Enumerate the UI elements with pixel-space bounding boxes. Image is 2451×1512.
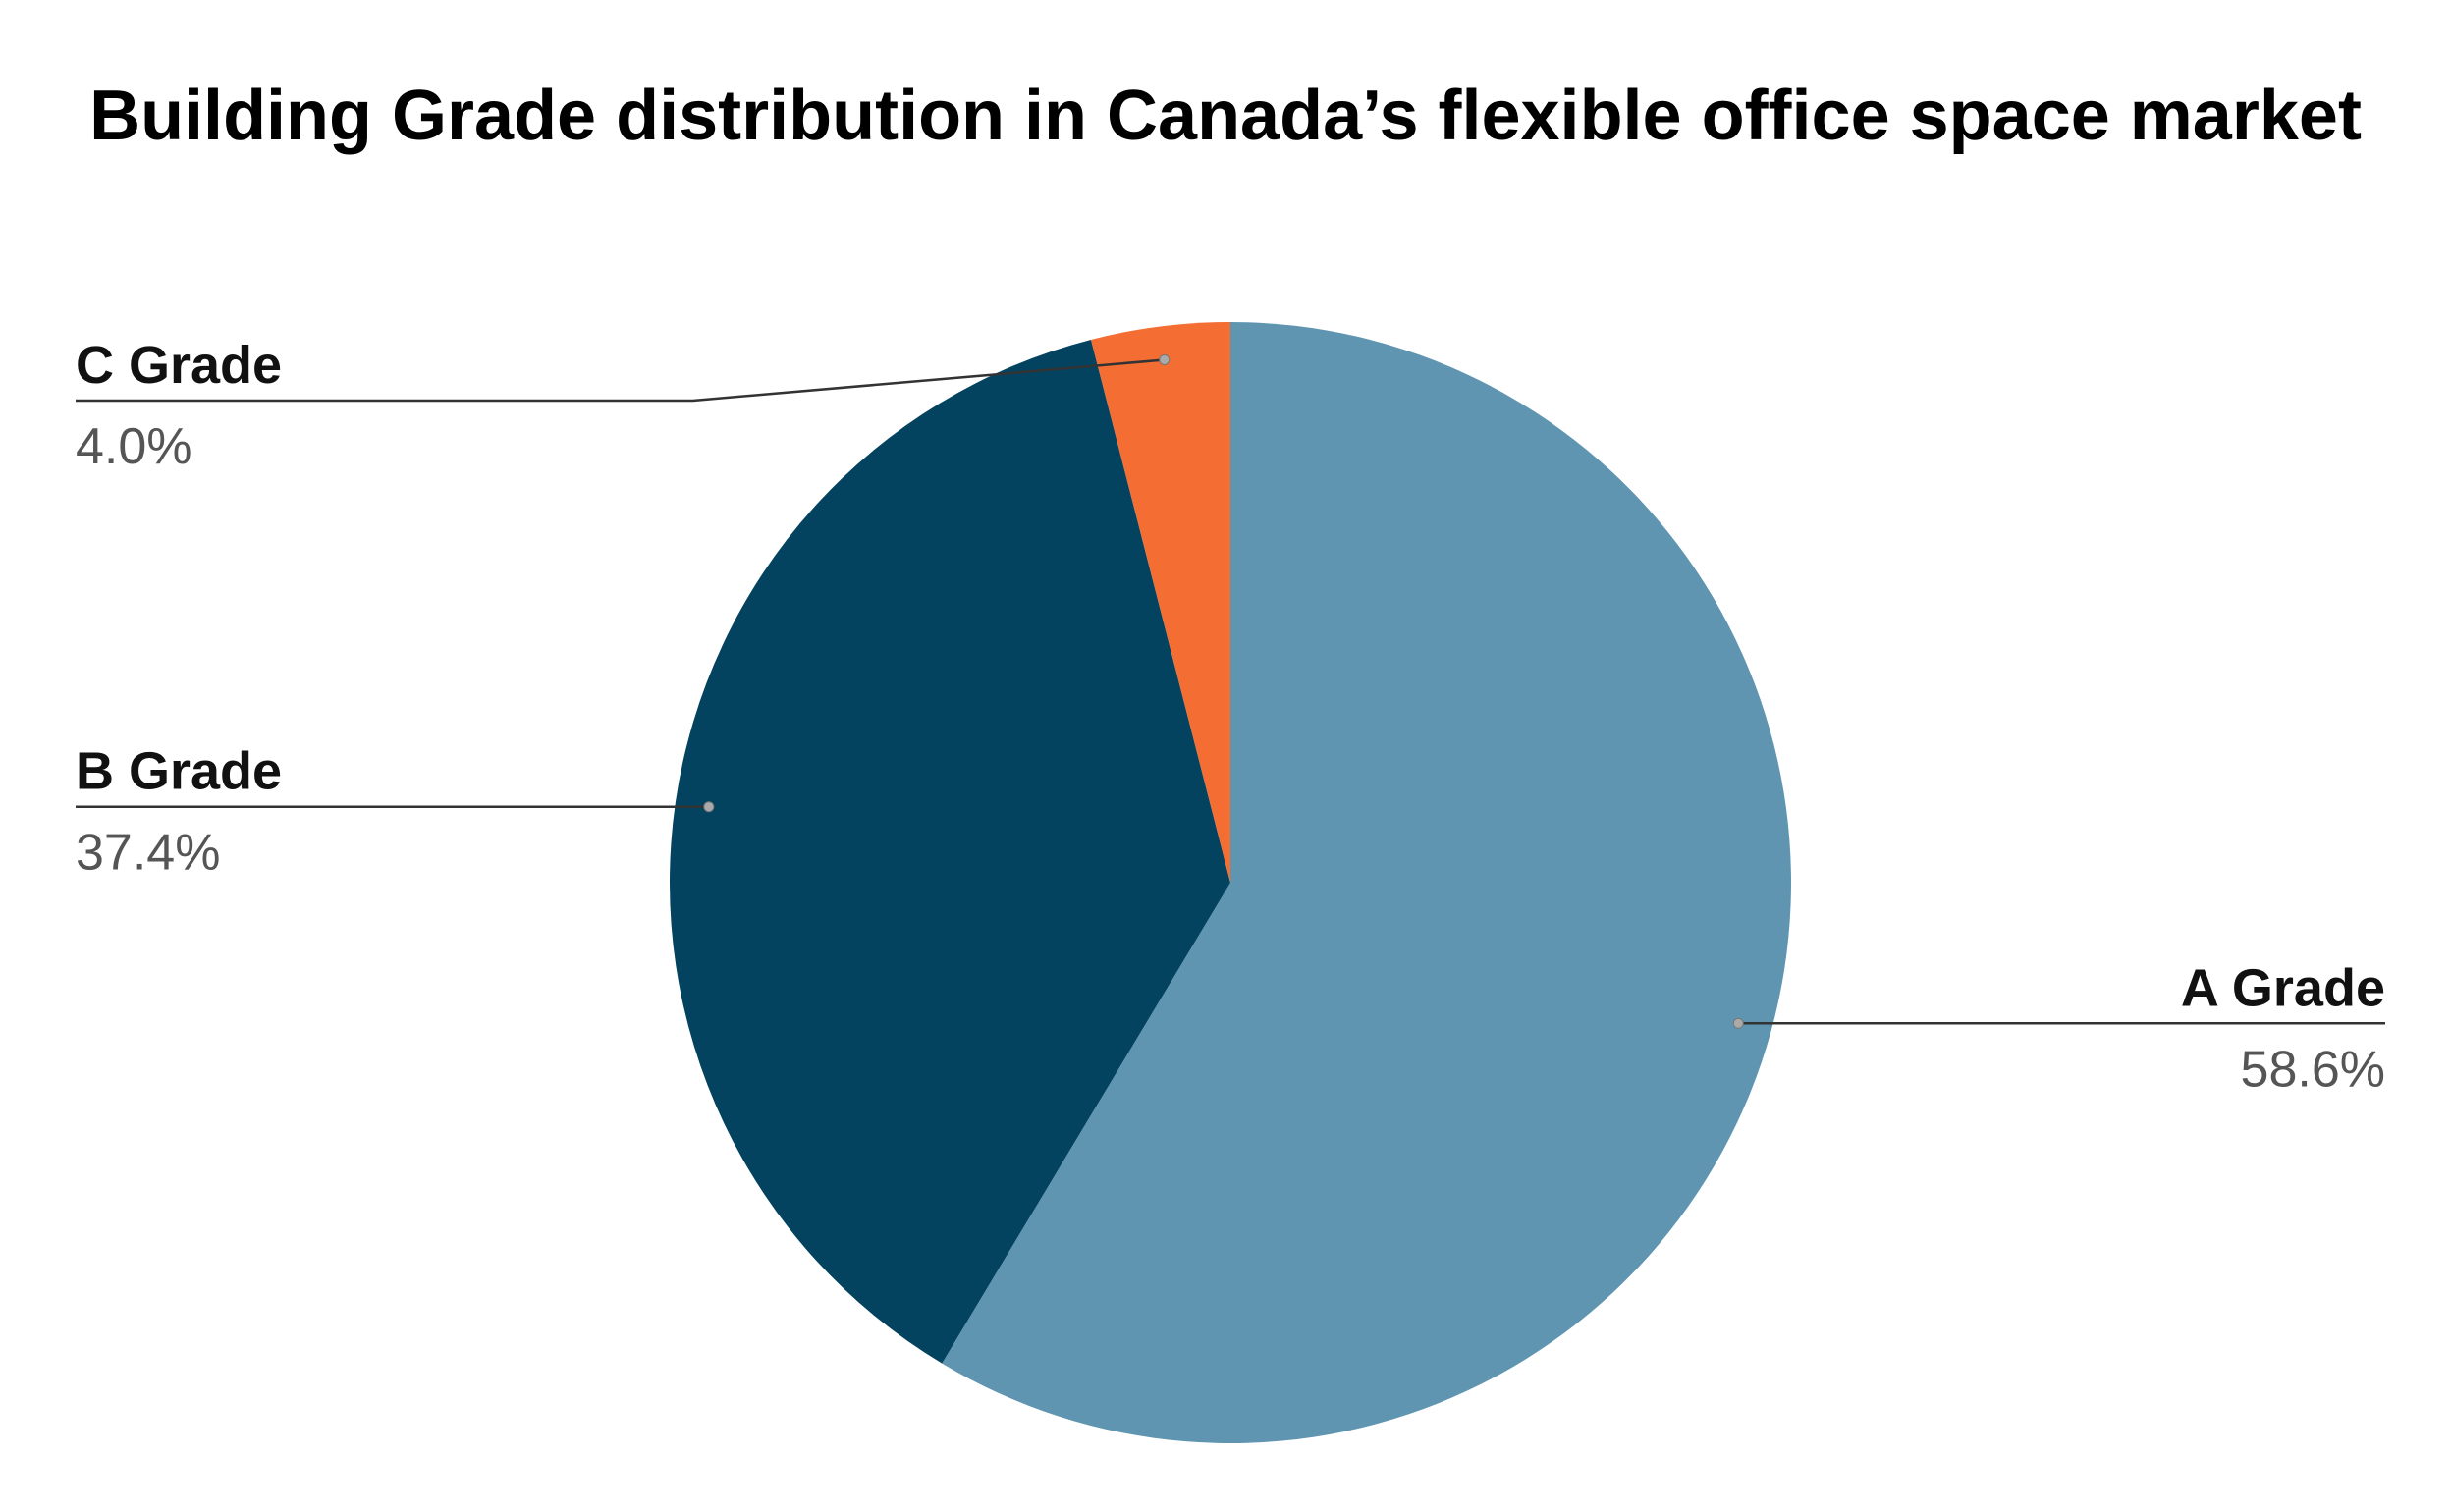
leader-dot xyxy=(1159,353,1171,365)
slice-value-label: 58.6% xyxy=(2241,1041,2385,1098)
pie-slice xyxy=(669,339,1230,1364)
leader-dot xyxy=(703,801,715,813)
leader-dot xyxy=(1732,1017,1744,1029)
slice-label: A Grade xyxy=(2181,958,2385,1017)
slice-value-label: 4.0% xyxy=(76,418,192,475)
slice-label: C Grade xyxy=(76,336,282,395)
chart-title: Building Grade distribution in Canada’s … xyxy=(89,77,2362,155)
pie-slice xyxy=(942,322,1791,1443)
slice-value-label: 37.4% xyxy=(76,825,220,882)
pie-slice xyxy=(1090,322,1230,883)
slice-label: B Grade xyxy=(76,742,282,801)
leader-line xyxy=(76,358,1165,403)
